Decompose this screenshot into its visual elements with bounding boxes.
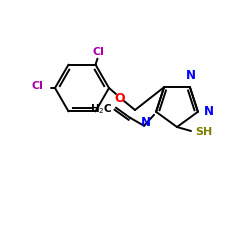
Text: Cl: Cl xyxy=(31,81,43,91)
Text: SH: SH xyxy=(195,127,212,137)
Text: N: N xyxy=(141,116,151,129)
Text: N: N xyxy=(204,105,214,118)
Text: N: N xyxy=(186,69,196,82)
Text: Cl: Cl xyxy=(92,46,104,56)
Text: H$_2$C: H$_2$C xyxy=(90,102,113,116)
Text: O: O xyxy=(115,92,125,104)
